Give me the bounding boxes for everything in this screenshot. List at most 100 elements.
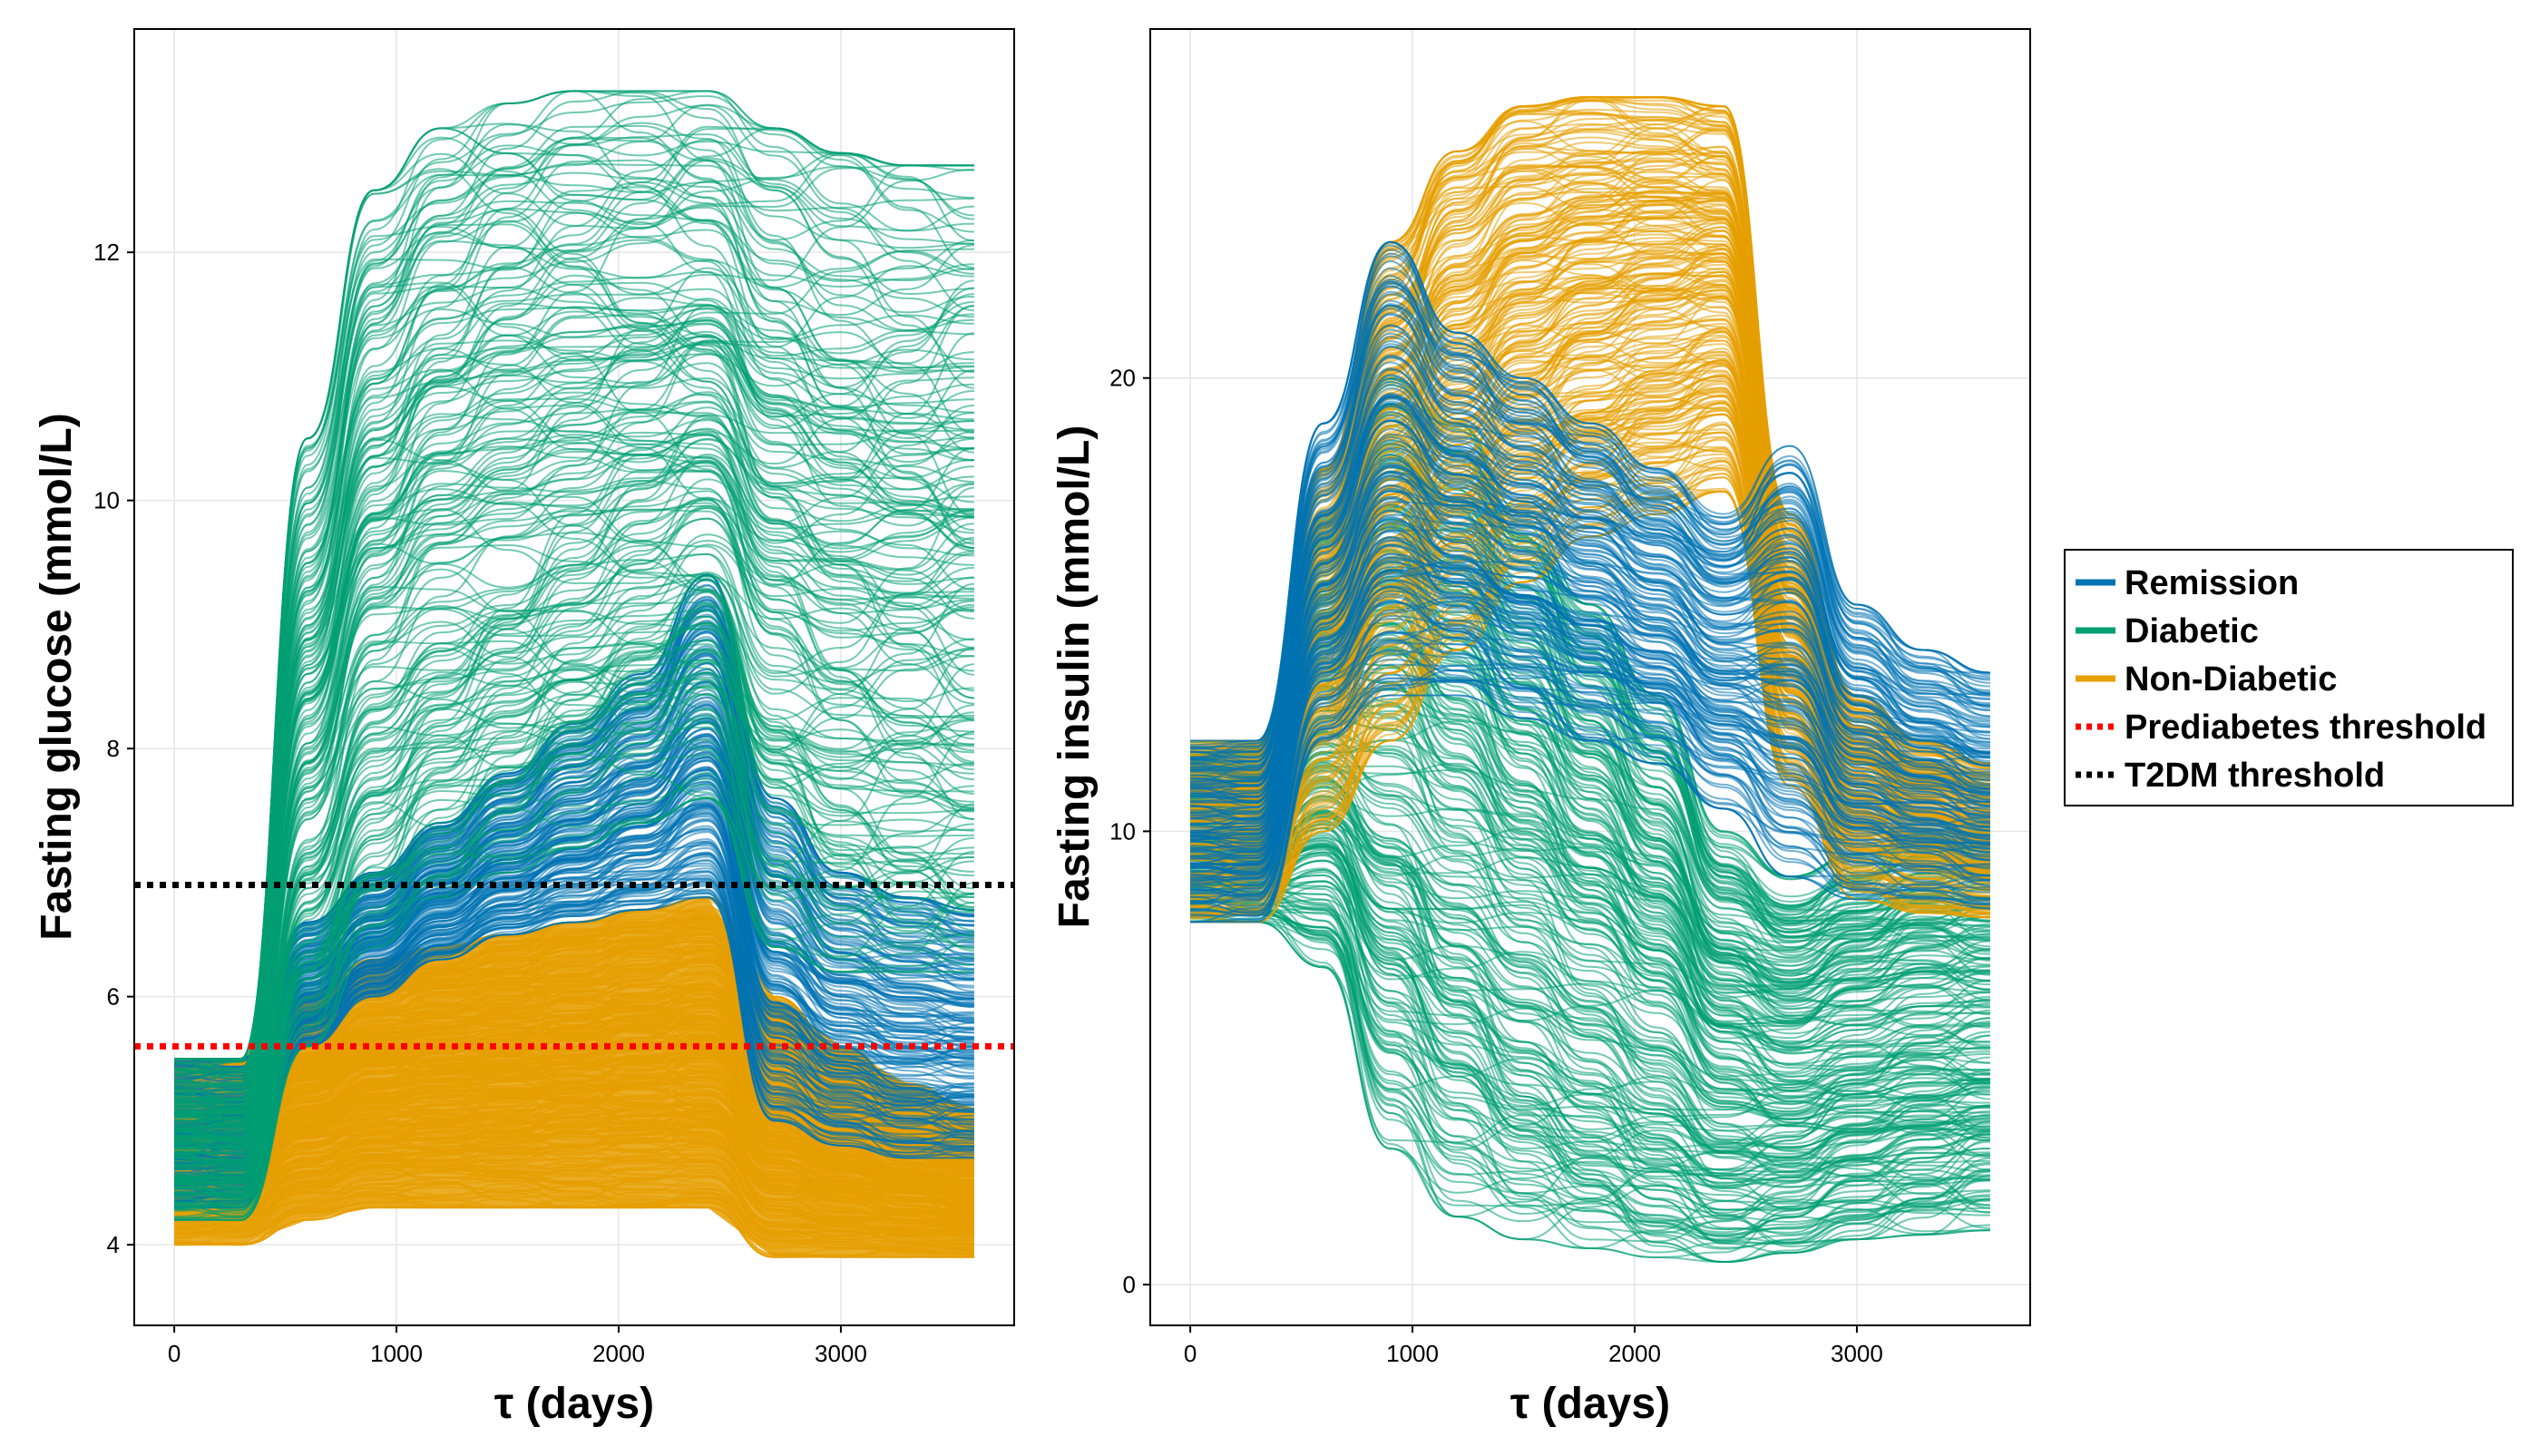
glucose-panel: 0 1000 2000 3000 4 6 8 10 12 τ (days) Fasting gl… (33, 28, 1015, 1428)
glucose-diabetic-trajectory (174, 165, 974, 1070)
glucose-remission-trajectory (174, 840, 974, 1186)
legend: Remission Diabetic Non-Diabetic Prediabetes… (2064, 549, 2514, 806)
insulin-remission-trajectory (1190, 640, 1990, 923)
legend-label-prediabetes-threshold: Prediabetes threshold (2125, 708, 2486, 747)
insulin-y-axis-title: Fasting insulin (mmol/L) (1050, 425, 1099, 929)
glucose-remission-trajectory (174, 719, 974, 1129)
insulin-diabetic-trajectory (1190, 786, 1990, 1076)
insulin-remission-trajectory (1190, 570, 1990, 895)
glucose-non-diabetic-trajectory (174, 1082, 974, 1226)
glucose-plot-frame (133, 28, 1015, 1326)
insulin-remission-trajectory (1190, 658, 1990, 898)
glucose-diabetic-trajectory (174, 532, 974, 1166)
glucose-remission-trajectory (174, 744, 974, 1133)
insulin-remission-trajectory (1190, 249, 1990, 771)
glucose-diabetic-trajectory (174, 580, 974, 1197)
glucose-diabetic-trajectory (174, 643, 974, 1192)
insulin-diabetic-trajectory (1190, 871, 1990, 1207)
glucose-remission-trajectory (174, 870, 974, 1204)
insulin-x-tick-label: 2000 (1608, 1340, 1661, 1367)
glucose-x-axis-title: τ (days) (494, 1380, 654, 1428)
glucose-non-diabetic-trajectory (174, 1163, 974, 1236)
glucose-y-tick-label: 8 (107, 735, 120, 762)
insulin-remission-trajectory (1190, 561, 1990, 850)
insulin-remission-trajectory (1190, 515, 1990, 884)
glucose-diabetic-trajectory (174, 438, 974, 1130)
legend-label-t2dm-threshold: T2DM threshold (2125, 757, 2385, 795)
insulin-diabetic-trajectory (1190, 851, 1990, 1220)
glucose-diabetic-trajectory (174, 461, 974, 1161)
insulin-remission-trajectory (1190, 260, 1990, 764)
insulin-x-tick-label: 1000 (1386, 1340, 1439, 1367)
insulin-panel: 0 1000 2000 3000 0 10 20 τ (days) Fasting insu… (1050, 28, 2031, 1428)
insulin-diabetic-trajectory (1190, 895, 1990, 1241)
glucose-diabetic-trajectory (174, 578, 974, 1198)
glucose-x-tick-label: 0 (168, 1340, 181, 1367)
glucose-non-diabetic-trajectory (174, 1008, 974, 1168)
insulin-remission-trajectory (1190, 439, 1990, 820)
insulin-non-diabetic-trajectory (1190, 239, 1990, 825)
glucose-diabetic-trajectory (174, 104, 974, 1070)
insulin-diabetic-trajectory (1190, 761, 1990, 1078)
glucose-y-axis-title: Fasting glucose (mmol/L) (33, 413, 81, 940)
insulin-remission-trajectory (1190, 490, 1990, 846)
insulin-diabetic-trajectory (1190, 885, 1990, 1234)
glucose-diabetic-trajectory (174, 671, 974, 1208)
legend-box (2064, 549, 2514, 806)
glucose-non-diabetic-trajectory (174, 1056, 974, 1200)
insulin-plot-frame (1149, 28, 2031, 1326)
insulin-diabetic-trajectory (1190, 827, 1990, 1120)
glucose-diabetic-trajectory (174, 211, 974, 1129)
glucose-diabetic-trajectory (174, 504, 974, 1156)
insulin-x-tick-label: 3000 (1831, 1340, 1883, 1367)
insulin-diabetic-trajectory (1190, 878, 1990, 1223)
insulin-y-tick-label: 20 (1109, 365, 1136, 392)
glucose-diabetic-trajectory (174, 433, 974, 1163)
insulin-remission-trajectory (1190, 569, 1990, 895)
glucose-non-diabetic-trajectory (174, 1056, 974, 1223)
glucose-y-tick-label: 12 (93, 239, 120, 266)
glucose-non-diabetic-trajectory (174, 1010, 974, 1172)
glucose-non-diabetic-trajectory (174, 1057, 974, 1188)
insulin-remission-trajectory (1190, 304, 1990, 776)
glucose-y-tick-label: 4 (107, 1231, 120, 1258)
insulin-remission-trajectory (1190, 368, 1990, 798)
glucose-non-diabetic-trajectory (174, 1105, 974, 1227)
glucose-diabetic-trajectory (174, 313, 974, 1144)
glucose-diabetic-trajectory (174, 717, 974, 1208)
insulin-y-tick-label: 0 (1123, 1271, 1136, 1298)
insulin-remission-trajectory (1190, 536, 1990, 881)
glucose-non-diabetic-trajectory (174, 1165, 974, 1246)
insulin-diabetic-trajectory (1190, 852, 1990, 1216)
insulin-diabetic-trajectory (1190, 754, 1990, 1054)
insulin-diabetic-trajectory (1190, 917, 1990, 1264)
insulin-diabetic-trajectory (1190, 762, 1990, 1120)
glucose-non-diabetic-trajectory (174, 1145, 974, 1224)
glucose-diabetic-trajectory (174, 640, 974, 1186)
insulin-remission-trajectory (1190, 545, 1990, 866)
glucose-non-diabetic-trajectory (174, 1052, 974, 1180)
glucose-non-diabetic-trajectory (174, 1101, 974, 1209)
insulin-diabetic-trajectory (1190, 806, 1990, 1158)
insulin-remission-trajectory (1190, 557, 1990, 863)
glucose-non-diabetic-trajectory (174, 1109, 974, 1236)
glucose-remission-trajectory (174, 630, 974, 1075)
glucose-y-tick-label: 10 (93, 487, 120, 514)
glucose-diabetic-trajectory (174, 432, 974, 1143)
insulin-diabetic-trajectory (1190, 911, 1990, 1245)
insulin-remission-trajectory (1190, 490, 1990, 835)
glucose-diabetic-trajectory (174, 796, 974, 1218)
insulin-diabetic-trajectory (1190, 723, 1990, 1141)
glucose-non-diabetic-trajectory (174, 1076, 974, 1228)
glucose-diabetic-trajectory (174, 729, 974, 1221)
insulin-diabetic-trajectory (1190, 907, 1990, 1231)
glucose-non-diabetic-trajectory (174, 993, 974, 1173)
insulin-y-tick-label: 10 (1109, 817, 1136, 845)
glucose-diabetic-trajectory (174, 589, 974, 1188)
glucose-diabetic-trajectory (174, 506, 974, 1148)
glucose-non-diabetic-trajectory (174, 1122, 974, 1213)
glucose-non-diabetic-trajectory (174, 1114, 974, 1214)
insulin-diabetic-trajectory (1190, 824, 1990, 1139)
glucose-non-diabetic-trajectory (174, 1090, 974, 1205)
insulin-remission-trajectory (1190, 395, 1990, 780)
